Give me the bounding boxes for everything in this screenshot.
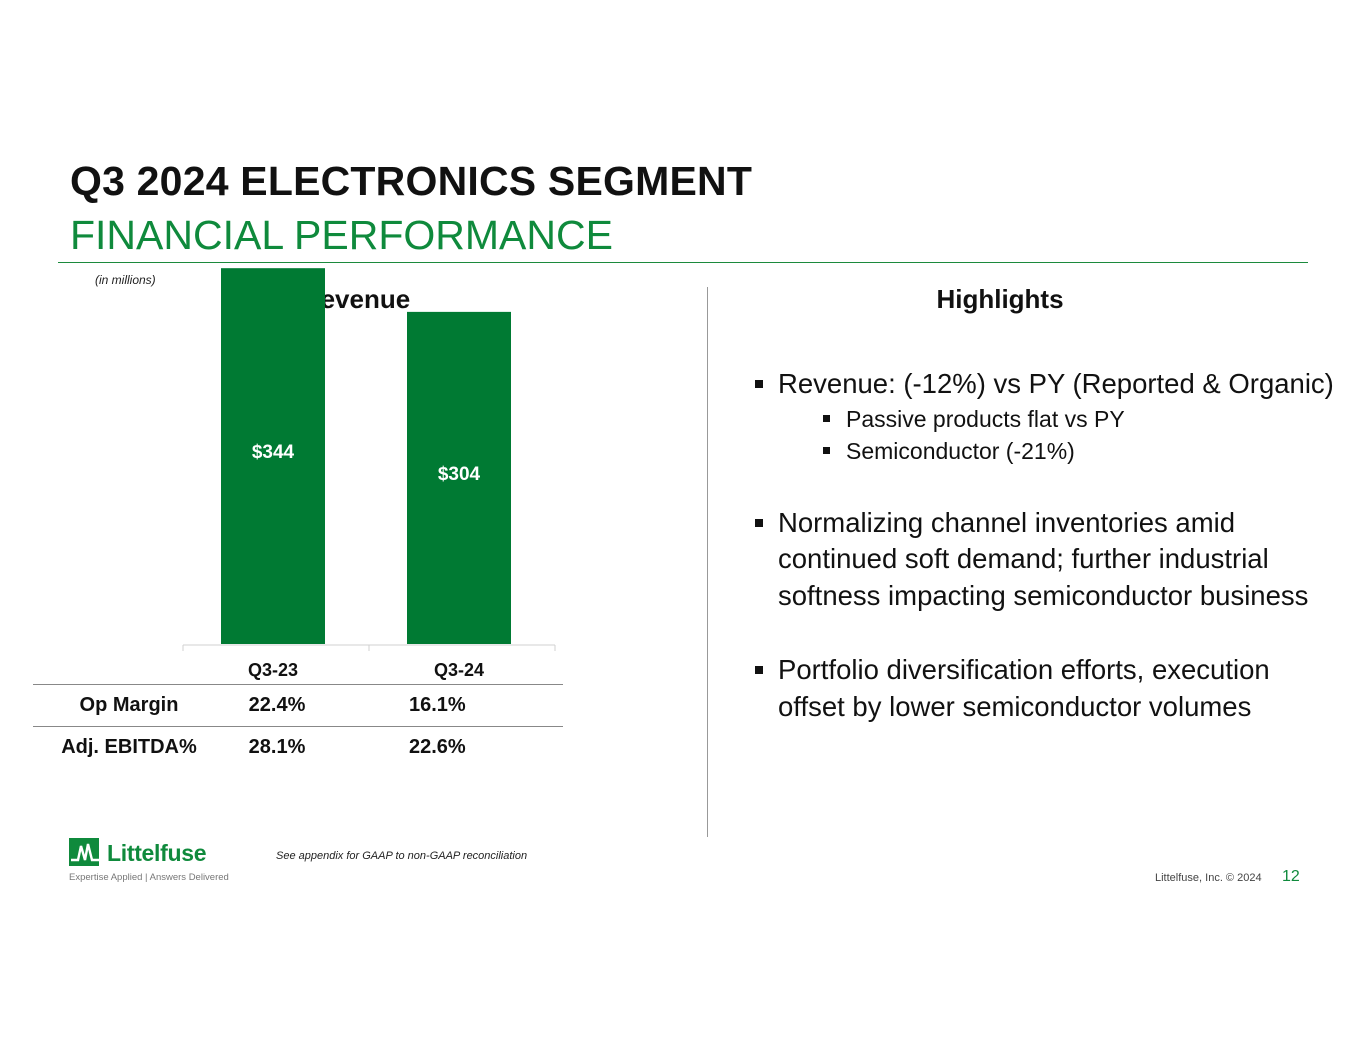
table-row: Op Margin 22.4% 16.1% <box>33 684 563 727</box>
highlight-sub-bullet: Passive products flat vs PY <box>755 403 1335 435</box>
table-row: Adj. EBITDA% 28.1% 22.6% <box>33 727 563 769</box>
highlight-sub-bullet: Semiconductor (-21%) <box>755 435 1335 467</box>
highlight-bullet: Portfolio diversification efforts, execu… <box>755 652 1335 725</box>
metric-label: Op Margin <box>33 684 225 727</box>
bar-Q3-24 <box>407 311 511 644</box>
highlights-list: Revenue: (-12%) vs PY (Reported & Organi… <box>755 366 1335 725</box>
metric-label: Adj. EBITDA% <box>61 736 197 758</box>
metric-value: 22.4% <box>225 684 329 727</box>
logo-tagline: Expertise Applied | Answers Delivered <box>69 872 229 883</box>
highlight-bullet: Revenue: (-12%) vs PY (Reported & Organi… <box>755 366 1335 403</box>
page-number: 12 <box>1282 868 1300 885</box>
copyright: Littelfuse, Inc. © 2024 <box>1155 872 1262 884</box>
logo-wordmark: Littelfuse <box>107 840 207 866</box>
metrics-table: Op Margin 22.4% 16.1% Adj. EBITDA% 28.1%… <box>33 684 563 768</box>
slide-subtitle: FINANCIAL PERFORMANCE <box>70 212 613 258</box>
bar-data-label: $304 <box>438 464 481 485</box>
bar-Q3-23 <box>221 268 325 644</box>
column-divider <box>707 287 708 837</box>
metric-value: 22.6% <box>409 736 466 758</box>
highlights-title: Highlights <box>936 284 1064 314</box>
units-note: (in millions) <box>95 273 156 287</box>
metric-value: 16.1% <box>409 684 563 727</box>
slide-title: Q3 2024 ELECTRONICS SEGMENT <box>70 158 753 204</box>
footnote: See appendix for GAAP to non-GAAP reconc… <box>276 850 528 862</box>
category-label: Q3-23 <box>248 660 298 680</box>
littelfuse-logo-icon <box>69 838 99 866</box>
highlight-bullet: Normalizing channel inventories amid con… <box>755 505 1335 615</box>
metric-value: 28.1% <box>248 736 306 758</box>
title-divider <box>58 262 1308 263</box>
revenue-title: Revenue <box>301 284 411 314</box>
category-label: Q3-24 <box>434 660 484 680</box>
bar-data-label: $344 <box>252 442 295 463</box>
